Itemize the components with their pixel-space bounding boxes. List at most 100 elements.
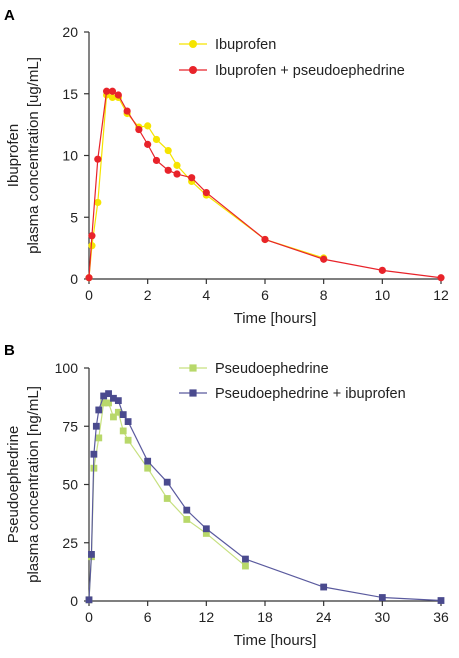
data-point [119,427,127,435]
chart-panel-b: B 0 25 50 75 100 0 6 12 18 24 30 36 Time [hours] Pseud… [4,342,449,649]
data-point [88,232,96,240]
data-point [114,408,122,416]
data-point [135,125,143,134]
y-tick-label: 75 [62,418,78,434]
x-axis-title: Time [hours] [234,310,317,327]
data-point [95,406,103,414]
panel-label: B [4,342,15,359]
data-point [144,122,152,130]
y-tick-label: 0 [70,271,78,287]
data-point [320,255,328,263]
data-point [103,87,111,95]
data-point [164,166,172,174]
series-0 [85,91,328,282]
y-tick-label: 15 [62,86,78,102]
data-point [114,91,122,99]
data-point [88,242,96,250]
y-tick-label: 5 [70,209,78,225]
panel-label: A [4,7,15,24]
data-point [163,478,171,486]
series-0 [85,399,249,604]
y-axis-title-line: Ibuprofen [5,124,22,187]
x-tick-label: 18 [257,609,273,625]
x-tick-label: 30 [375,609,391,625]
data-point [188,174,196,182]
y-tick-label: 20 [62,24,78,40]
data-point [144,140,152,148]
series-line [88,94,324,278]
data-point [119,411,127,418]
data-point [92,422,100,430]
data-point [202,188,210,197]
data-point [378,594,386,601]
data-point [183,516,191,523]
data-point [100,392,108,400]
data-point [242,562,249,570]
x-tick-label: 12 [199,609,215,625]
series-line [88,392,442,602]
data-point [85,596,93,604]
data-point [202,525,210,533]
legend-marker [189,40,197,48]
data-point [90,450,98,458]
legend-marker [189,389,197,397]
data-point [110,394,117,402]
series-1 [85,390,445,604]
data-point [124,436,132,444]
data-point [100,399,108,407]
data-point [261,235,269,244]
x-tick-label: 8 [320,287,328,303]
data-point [173,161,181,169]
data-point [152,135,161,144]
y-tick-label: 50 [62,477,78,493]
x-tick-label: 12 [433,287,449,303]
x-tick-label: 36 [433,609,449,625]
x-tick-label: 4 [202,287,210,303]
data-point [123,107,131,115]
data-point [108,87,117,95]
legend: Ibuprofen Ibuprofen + pseudoephedrine [179,37,405,79]
data-point [95,434,103,442]
data-point [144,464,152,472]
x-tick-label: 6 [261,287,269,303]
x-tick-label: 6 [144,609,152,625]
data-point [202,530,210,537]
x-tick-label: 24 [316,609,332,625]
legend-label: Pseudoephedrine + ibuprofen [215,386,406,402]
data-point [105,399,112,407]
series-line [88,90,442,279]
legend-marker [189,66,197,74]
x-tick-label: 0 [85,287,93,303]
data-point [437,274,445,282]
data-point [94,155,102,163]
data-point [378,266,386,274]
legend-label: Ibuprofen [215,37,276,53]
data-point [85,274,93,282]
y-tick-label: 100 [55,360,79,376]
y-axis-title-line: Pseudoephedrine [5,426,22,544]
data-point [242,555,249,563]
series-1 [85,87,445,282]
data-point [152,156,161,165]
data-point [110,413,117,421]
data-point [144,457,152,465]
y-tick-label: 10 [62,148,78,164]
data-point [124,418,132,425]
y-axis-title-line: plasma concentration [ng/mL] [25,386,42,583]
data-point [163,495,171,502]
data-point [183,506,191,514]
legend-marker [189,364,197,372]
legend-label: Ibuprofen + pseudoephedrine [215,63,405,79]
x-tick-label: 0 [85,609,93,625]
y-tick-label: 25 [62,535,78,551]
data-point [437,597,445,604]
data-point [114,397,122,405]
legend: Pseudoephedrine Pseudoephedrine + ibuprof… [179,361,406,402]
data-point [94,198,102,207]
y-tick-label: 0 [70,593,78,609]
data-point [173,170,181,178]
legend-label: Pseudoephedrine [215,361,329,377]
y-axis-title-line: plasma concentration [ug/mL] [25,57,42,254]
